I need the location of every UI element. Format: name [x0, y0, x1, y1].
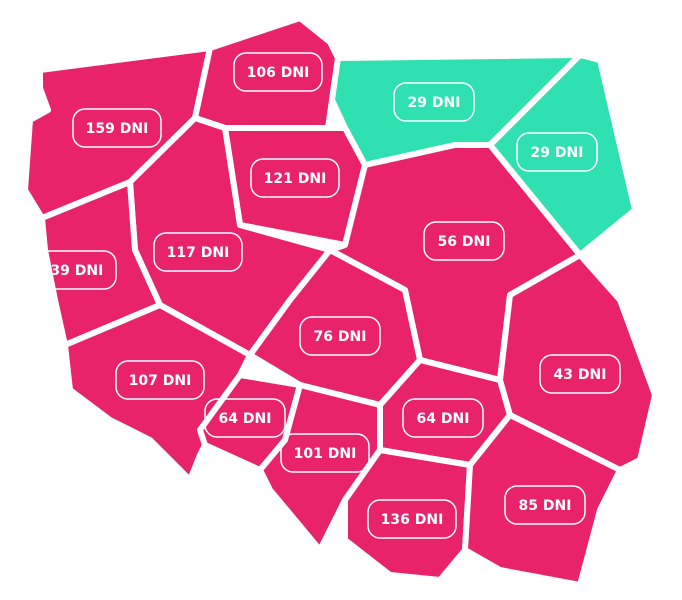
region-label: 76 DNI — [314, 329, 367, 345]
region-label: 85 DNI — [519, 498, 572, 514]
label-pill — [367, 499, 457, 539]
region-label: 29 DNI — [531, 145, 584, 161]
region-label: 121 DNI — [264, 171, 327, 187]
region-label: 106 DNI — [247, 65, 310, 81]
label-pill — [233, 52, 323, 92]
region-label: 159 DNI — [86, 121, 149, 137]
label-pill — [250, 158, 340, 198]
label-pill — [393, 82, 475, 122]
label-pill — [423, 221, 505, 261]
label-pill — [516, 132, 598, 172]
label-pill — [299, 316, 381, 356]
label-pill — [153, 232, 243, 272]
region-label: 117 DNI — [167, 245, 230, 261]
label-pill — [402, 398, 484, 438]
region-label: 64 DNI — [219, 411, 272, 427]
label-pill — [115, 360, 205, 400]
label-pill — [204, 398, 286, 438]
region — [462, 412, 623, 588]
label-pill — [27, 250, 117, 290]
label-pill — [539, 354, 621, 394]
region-label: 136 DNI — [381, 512, 444, 528]
label-pill — [504, 485, 586, 525]
region-shape — [462, 412, 623, 588]
region-label: 43 DNI — [554, 367, 607, 383]
label-pill — [280, 433, 370, 473]
region-label: 139 DNI — [41, 263, 104, 279]
region-shape — [487, 52, 638, 258]
region-label: 29 DNI — [408, 95, 461, 111]
label-pill — [72, 108, 162, 148]
region-label: 107 DNI — [129, 373, 192, 389]
region — [487, 52, 638, 258]
region-label: 64 DNI — [417, 411, 470, 427]
region-label: 101 DNI — [294, 446, 357, 462]
region-label: 56 DNI — [438, 234, 491, 250]
